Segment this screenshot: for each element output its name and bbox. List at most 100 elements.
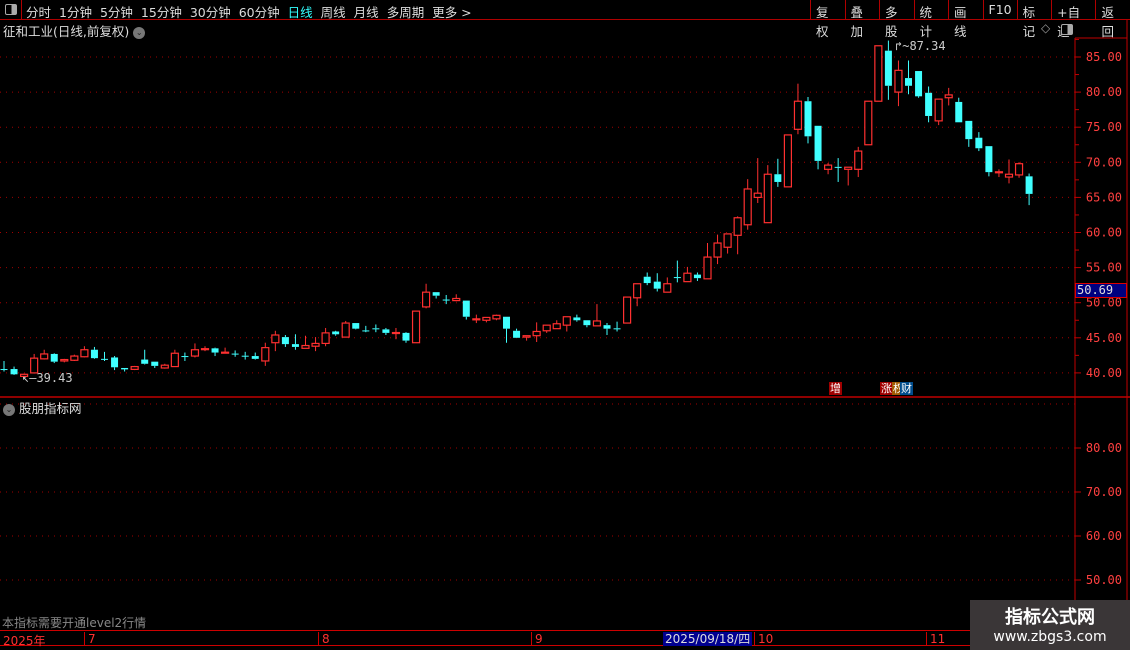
candle-body-down (925, 92, 933, 116)
tag-cai[interactable]: 财 (900, 382, 913, 395)
candle-body-up (743, 188, 752, 226)
candle-body-up (221, 351, 230, 354)
price-tick-label: 80.00 (1086, 85, 1122, 99)
toolbar-button-2[interactable]: 多股 (879, 0, 914, 39)
candle-body-down (1025, 176, 1033, 194)
toolbar-button-5[interactable]: F10 (982, 0, 1017, 20)
candle-body-down (603, 325, 611, 329)
candle-body-up (301, 344, 310, 349)
toolbar-button-1[interactable]: 叠加 (844, 0, 880, 39)
sidebar-toggle-button[interactable] (0, 0, 22, 20)
candle-body-down (382, 329, 390, 333)
candle-body-up (311, 342, 320, 347)
candle-body-up (763, 173, 772, 224)
candle-body-down (884, 50, 892, 86)
tag-zeng[interactable]: 增 (829, 382, 842, 395)
candle-body-down (955, 101, 963, 123)
date-label-year: 2025年 (3, 634, 46, 648)
candle-body-up (793, 100, 803, 130)
panel-toggle-icon[interactable] (1061, 24, 1073, 35)
tag-zhang[interactable]: 涨 (880, 382, 893, 395)
tab-period-10[interactable]: 更多 > (432, 5, 472, 20)
candle-body-down (804, 101, 812, 137)
candle-body-up (411, 310, 421, 344)
candle-body-down (834, 166, 842, 168)
candle-body-down (352, 323, 360, 329)
tab-period-3[interactable]: 15分钟 (140, 5, 182, 20)
candle-body-up (532, 330, 541, 337)
candle-body-down (653, 281, 661, 289)
candle-body-up (522, 335, 531, 338)
candle-body-down (402, 332, 410, 341)
candle-body-down (513, 330, 521, 338)
candle-body-down (50, 353, 58, 362)
candle-body-up (874, 45, 883, 102)
chart-title[interactable]: 征和工业(日线,前复权) ⌄ (3, 21, 146, 40)
indicator-title[interactable]: ⌄ 股朋指标网 (3, 398, 82, 417)
candle-body-up (30, 357, 39, 374)
candle-body-up (70, 355, 79, 361)
stock-title: 征和工业(日线,前复权) (3, 24, 130, 39)
candle-body-up (934, 98, 943, 122)
candle-body-down (613, 328, 621, 330)
candle-body-down (231, 353, 239, 355)
candle-body-up (482, 316, 491, 321)
toolbar-button-8[interactable]: 返回 (1095, 0, 1130, 39)
candle-body-up (20, 373, 29, 378)
tab-period-8[interactable]: 月线 (353, 5, 379, 20)
candle-body-down (814, 125, 822, 161)
candle-body-up (783, 134, 793, 188)
tab-period-5[interactable]: 60分钟 (238, 5, 280, 20)
diamond-icon[interactable]: ◇ (1041, 21, 1051, 35)
tab-period-7[interactable]: 周线 (320, 5, 346, 20)
watermark: 指标公式网 www.zbgs3.com (970, 600, 1130, 650)
watermark-title: 指标公式网 (1005, 607, 1095, 628)
candle-body-up (341, 322, 350, 338)
date-label-oct: 10 (754, 632, 773, 646)
indicator-tick-label: 50.00 (1086, 573, 1122, 587)
candle-body-down (693, 274, 701, 279)
candle-body-up (190, 349, 200, 357)
candle-body-down (372, 328, 380, 330)
candle-body-down (915, 71, 923, 97)
price-tick-label: 60.00 (1086, 226, 1122, 240)
level2-notice: 本指标需要开通level2行情 (2, 616, 147, 630)
candle-body-up (994, 171, 1004, 174)
tab-period-0[interactable]: 分时 (26, 5, 52, 20)
low-annotation: ↖—39.43 (22, 371, 73, 385)
toolbar-button-3[interactable]: 统计 (913, 0, 949, 39)
price-tick-label: 45.00 (1086, 331, 1122, 345)
candle-body-up (492, 314, 501, 320)
candle-body-down (281, 337, 289, 345)
tab-period-9[interactable]: 多周期 (386, 5, 425, 20)
date-label-aug: 8 (318, 632, 330, 646)
indicator-tick-label: 70.00 (1086, 485, 1122, 499)
candle-body-up (1014, 163, 1024, 176)
tab-period-4[interactable]: 30分钟 (189, 5, 231, 20)
candle-body-up (713, 242, 722, 258)
tab-period-1[interactable]: 1分钟 (59, 5, 92, 20)
candle-body-up (160, 364, 169, 369)
chevron-down-icon[interactable]: ⌄ (133, 26, 146, 39)
price-tick-label: 65.00 (1086, 190, 1122, 204)
price-tick-label: 55.00 (1086, 261, 1122, 275)
panel-icon (5, 4, 17, 15)
candle-body-up (40, 353, 49, 360)
toolbar-button-4[interactable]: 画线 (948, 0, 983, 39)
candle-body-up (422, 291, 431, 308)
toolbar-button-6[interactable]: 标记 (1016, 0, 1052, 39)
candle-body-up (854, 150, 863, 170)
tab-period-2[interactable]: 5分钟 (99, 5, 133, 20)
cursor-date: 2025/09/18/四 (663, 632, 753, 646)
arrow-left-icon: ↖— (22, 371, 37, 385)
candle-body-down (90, 349, 98, 359)
tab-period-6[interactable]: 日线 (287, 5, 313, 20)
candle-body-up (703, 256, 712, 280)
indicator-tick-label: 80.00 (1086, 441, 1122, 455)
candle-body-up (633, 283, 642, 299)
candle-body-up (753, 192, 762, 199)
candle-body-up (562, 316, 571, 326)
toolbar-button-0[interactable]: 复权 (810, 0, 845, 39)
chevron-down-icon[interactable]: ⌄ (3, 403, 15, 416)
